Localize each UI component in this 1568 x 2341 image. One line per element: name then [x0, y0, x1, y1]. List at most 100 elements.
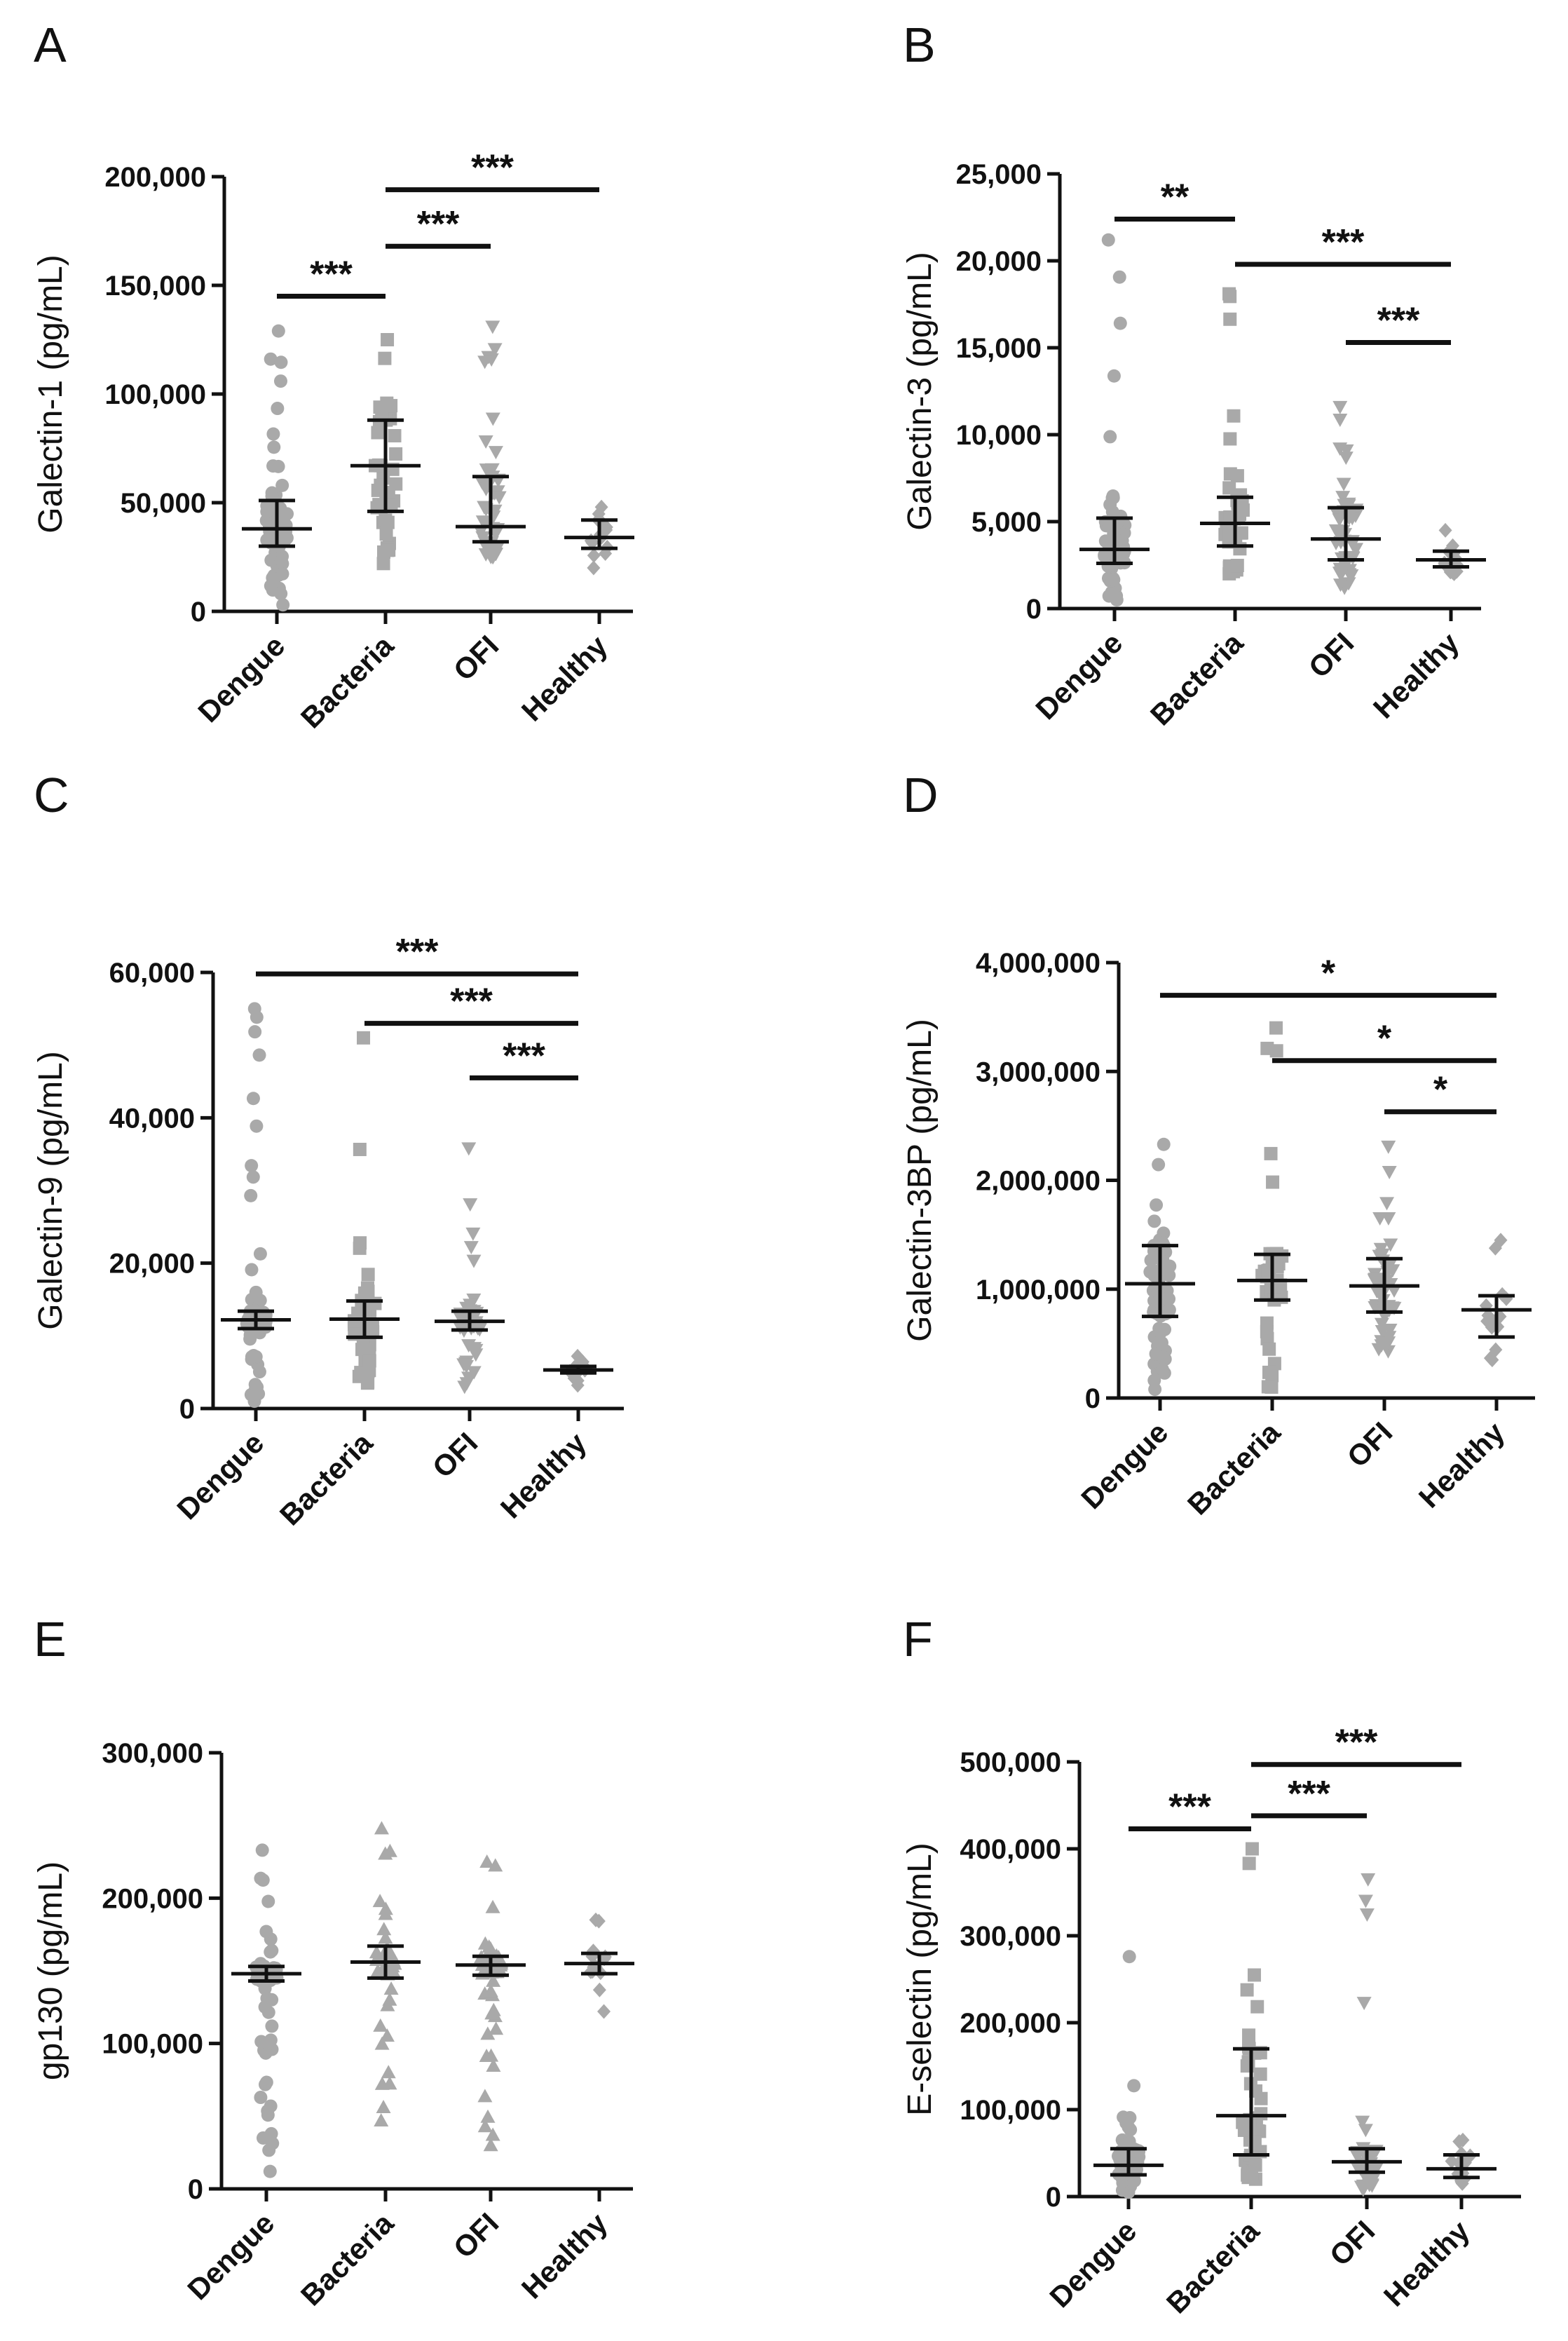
data-point: [1247, 1968, 1261, 1982]
data-point: [1147, 1214, 1161, 1228]
data-point: [1242, 1857, 1256, 1871]
x-category-label: OFI: [426, 1426, 484, 1484]
x-category-label: Healthy: [1367, 626, 1466, 725]
data-point: [381, 333, 395, 346]
data-point: [254, 2091, 268, 2105]
significance-label: *: [1433, 1070, 1448, 1111]
data-point: [463, 1298, 478, 1312]
panel-b: B 0 5,000 10,000 15,000 20,000 25,000 Galectin-…: [901, 18, 1486, 732]
data-point: [1122, 1950, 1136, 1964]
panel-e: E 0 100,000 200,000 300,000 gp130 (pg/mL) Deng…: [32, 1612, 634, 2312]
data-point: [1241, 2040, 1255, 2054]
data-point: [253, 1247, 267, 1261]
panel-letter: B: [903, 18, 936, 72]
x-category-label: Healthy: [515, 2206, 614, 2305]
data-point: [361, 1375, 375, 1389]
data-point: [264, 1945, 278, 1959]
y-axis-title: Galectin-1 (pg/mL): [32, 255, 69, 533]
data-point: [259, 2075, 273, 2089]
data-point: [245, 1159, 259, 1173]
data-point: [368, 1296, 382, 1310]
x-category-label: Dengue: [191, 629, 291, 728]
y-tick-label: 2,000,000: [976, 1166, 1100, 1197]
data-point: [1223, 312, 1237, 326]
data-point: [1150, 1198, 1164, 1212]
data-point: [485, 412, 500, 426]
data-point: [271, 402, 285, 416]
y-tick-label: 40,000: [109, 1103, 195, 1134]
data-point: [1149, 1347, 1163, 1361]
data-point: [463, 1198, 478, 1212]
data-point: [477, 2089, 493, 2103]
data-point: [378, 1906, 393, 1920]
data-point: [243, 1328, 257, 1342]
data-point: [374, 2113, 389, 2127]
y-tick-label: 100,000: [102, 2029, 203, 2060]
y-tick-label: 50,000: [121, 488, 206, 519]
data-point: [475, 531, 491, 545]
data-point: [245, 1263, 259, 1277]
panel-f: F 0 100,000 200,000 300,000 400,000 500,000 E-s…: [901, 1612, 1521, 2320]
data-point: [1230, 469, 1244, 483]
data-point: [374, 1821, 389, 1835]
significance-label: ***: [1288, 1774, 1330, 1814]
data-point: [480, 2026, 496, 2040]
data-point: [483, 2138, 498, 2152]
data-point: [477, 517, 493, 531]
data-point: [592, 506, 606, 522]
y-tick-label: 0: [1046, 2182, 1061, 2213]
y-axis-title: Galectin-3BP (pg/mL): [901, 1019, 939, 1342]
data-point: [370, 1963, 386, 1977]
data-point: [252, 1365, 266, 1379]
data-point: [1356, 1997, 1372, 2011]
data-point: [384, 1947, 400, 1961]
data-point: [1222, 481, 1236, 495]
data-point: [1241, 2055, 1255, 2069]
significance-label: ***: [450, 982, 493, 1022]
x-category-label: Dengue: [1043, 2214, 1143, 2314]
data-point: [382, 1992, 397, 2006]
data-point: [486, 1973, 501, 1987]
significance-label: ***: [471, 148, 514, 189]
x-category-label: OFI: [447, 629, 505, 687]
data-point: [1162, 1268, 1176, 1282]
y-tick-label: 200,000: [960, 2008, 1061, 2039]
x-category-label: Bacteria: [294, 2206, 400, 2312]
data-point: [353, 1142, 367, 1156]
x-category-label: Bacteria: [1181, 1416, 1287, 1521]
data-point: [369, 1945, 384, 1959]
significance-label: ***: [310, 255, 353, 295]
y-tick-label: 100,000: [960, 2095, 1061, 2126]
data-point: [267, 440, 281, 454]
data-point: [373, 2018, 388, 2032]
data-point: [1382, 1331, 1397, 1345]
data-point: [1253, 2067, 1267, 2081]
data-point: [1112, 270, 1126, 284]
y-tick-label: 3,000,000: [976, 1057, 1100, 1087]
data-point: [483, 1983, 498, 1997]
data-point: [1266, 1175, 1280, 1189]
data-point: [248, 1378, 262, 1392]
data-point: [260, 1991, 274, 2005]
data-point: [461, 1339, 477, 1353]
data-point: [1379, 1197, 1395, 1211]
panel-letter: E: [34, 1612, 67, 1667]
data-point: [479, 2048, 494, 2062]
y-tick-label: 20,000: [956, 246, 1042, 277]
data-point: [1106, 491, 1120, 505]
panel-d: D 0 1,000,000 2,000,000 3,000,000 4,000,000 Ga…: [901, 768, 1535, 1521]
data-point: [463, 1241, 479, 1255]
data-point: [1382, 1166, 1397, 1180]
data-point: [266, 2136, 280, 2150]
data-point: [265, 2019, 279, 2033]
data-point: [1336, 477, 1351, 491]
data-point: [479, 463, 494, 477]
data-point: [1098, 548, 1112, 562]
data-point: [376, 1922, 392, 1936]
data-point: [376, 2100, 391, 2114]
data-point: [264, 553, 278, 567]
data-point: [249, 1285, 263, 1299]
data-point: [266, 427, 280, 441]
data-point: [1234, 503, 1248, 517]
